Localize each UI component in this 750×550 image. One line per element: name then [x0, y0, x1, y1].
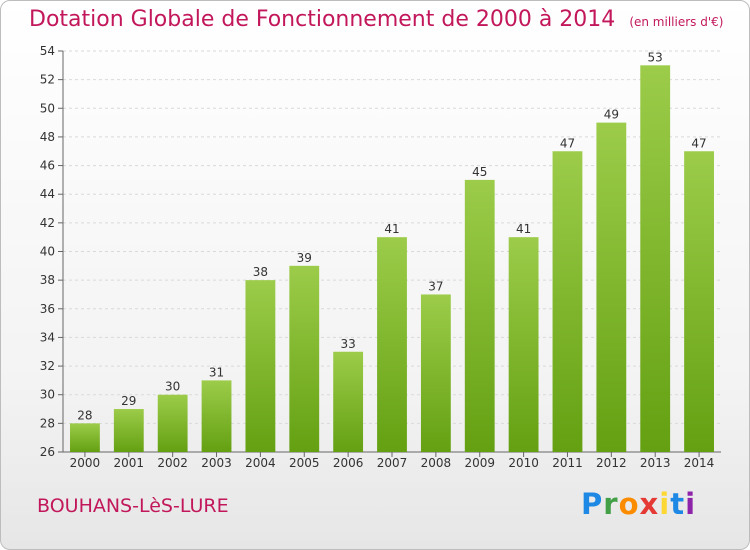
bar [684, 151, 714, 452]
bar [464, 179, 495, 452]
x-tick-label: 2008 [421, 456, 452, 470]
value-label: 47 [560, 136, 575, 150]
y-tick-label: 30 [40, 388, 55, 402]
bar [70, 423, 100, 452]
x-tick-label: 2011 [552, 456, 583, 470]
value-label: 47 [691, 136, 706, 150]
y-tick-label: 46 [40, 159, 55, 173]
x-tick-label: 2007 [377, 456, 408, 470]
value-label: 33 [340, 337, 355, 351]
x-tick-label: 2006 [333, 456, 364, 470]
y-tick-label: 42 [40, 216, 55, 230]
bar [640, 65, 671, 453]
city-name: BOUHANS-LèS-LURE [37, 495, 229, 517]
bar [508, 237, 539, 452]
bar [377, 237, 407, 452]
x-tick-label: 2005 [289, 456, 320, 470]
bar [596, 122, 627, 452]
bar [201, 380, 232, 452]
y-tick-label: 28 [40, 416, 55, 430]
chart-title: Dotation Globale de Fonctionnement de 20… [29, 7, 723, 32]
y-tick-label: 50 [40, 101, 55, 115]
y-tick-label: 44 [40, 187, 55, 201]
value-label: 31 [209, 365, 224, 379]
value-label: 29 [121, 394, 136, 408]
title-text: Dotation Globale de Fonctionnement de 20… [29, 7, 616, 32]
bar [420, 294, 451, 452]
x-tick-label: 2003 [201, 456, 232, 470]
bar [157, 394, 188, 452]
value-label: 28 [77, 408, 92, 422]
x-tick-label: 2000 [70, 456, 101, 470]
value-label: 41 [384, 222, 399, 236]
y-tick-label: 38 [40, 273, 55, 287]
bar [552, 151, 583, 452]
value-label: 41 [516, 222, 531, 236]
value-label: 49 [604, 108, 619, 122]
proxiti-logo: Proxiti [581, 487, 697, 521]
x-tick-label: 2013 [640, 456, 671, 470]
y-tick-label: 32 [40, 359, 55, 373]
x-tick-label: 2004 [245, 456, 276, 470]
bar [289, 265, 320, 452]
x-tick-label: 2002 [157, 456, 188, 470]
unit-text: (en milliers d'€) [629, 15, 724, 29]
bar [245, 280, 276, 452]
x-tick-label: 2012 [596, 456, 627, 470]
value-label: 45 [472, 165, 487, 179]
value-label: 53 [648, 50, 663, 64]
value-label: 30 [165, 380, 180, 394]
y-tick-label: 40 [40, 245, 55, 259]
y-tick-label: 48 [40, 130, 55, 144]
y-tick-label: 36 [40, 302, 55, 316]
x-tick-label: 2001 [114, 456, 145, 470]
y-tick-label: 54 [40, 44, 55, 58]
value-label: 39 [297, 251, 312, 265]
value-label: 37 [428, 279, 443, 293]
bar [113, 409, 144, 452]
y-tick-label: 34 [40, 330, 55, 344]
labels: 28 2000 29 2001 30 2002 31 2003 38 2004 39 2005 33 20… [70, 50, 715, 470]
y-tick-label: 52 [40, 73, 55, 87]
x-tick-label: 2014 [684, 456, 715, 470]
y-tick-label: 26 [40, 445, 55, 459]
x-tick-label: 2009 [464, 456, 495, 470]
bar [333, 351, 364, 452]
x-tick-label: 2010 [508, 456, 539, 470]
bars [70, 65, 714, 453]
value-label: 38 [253, 265, 268, 279]
